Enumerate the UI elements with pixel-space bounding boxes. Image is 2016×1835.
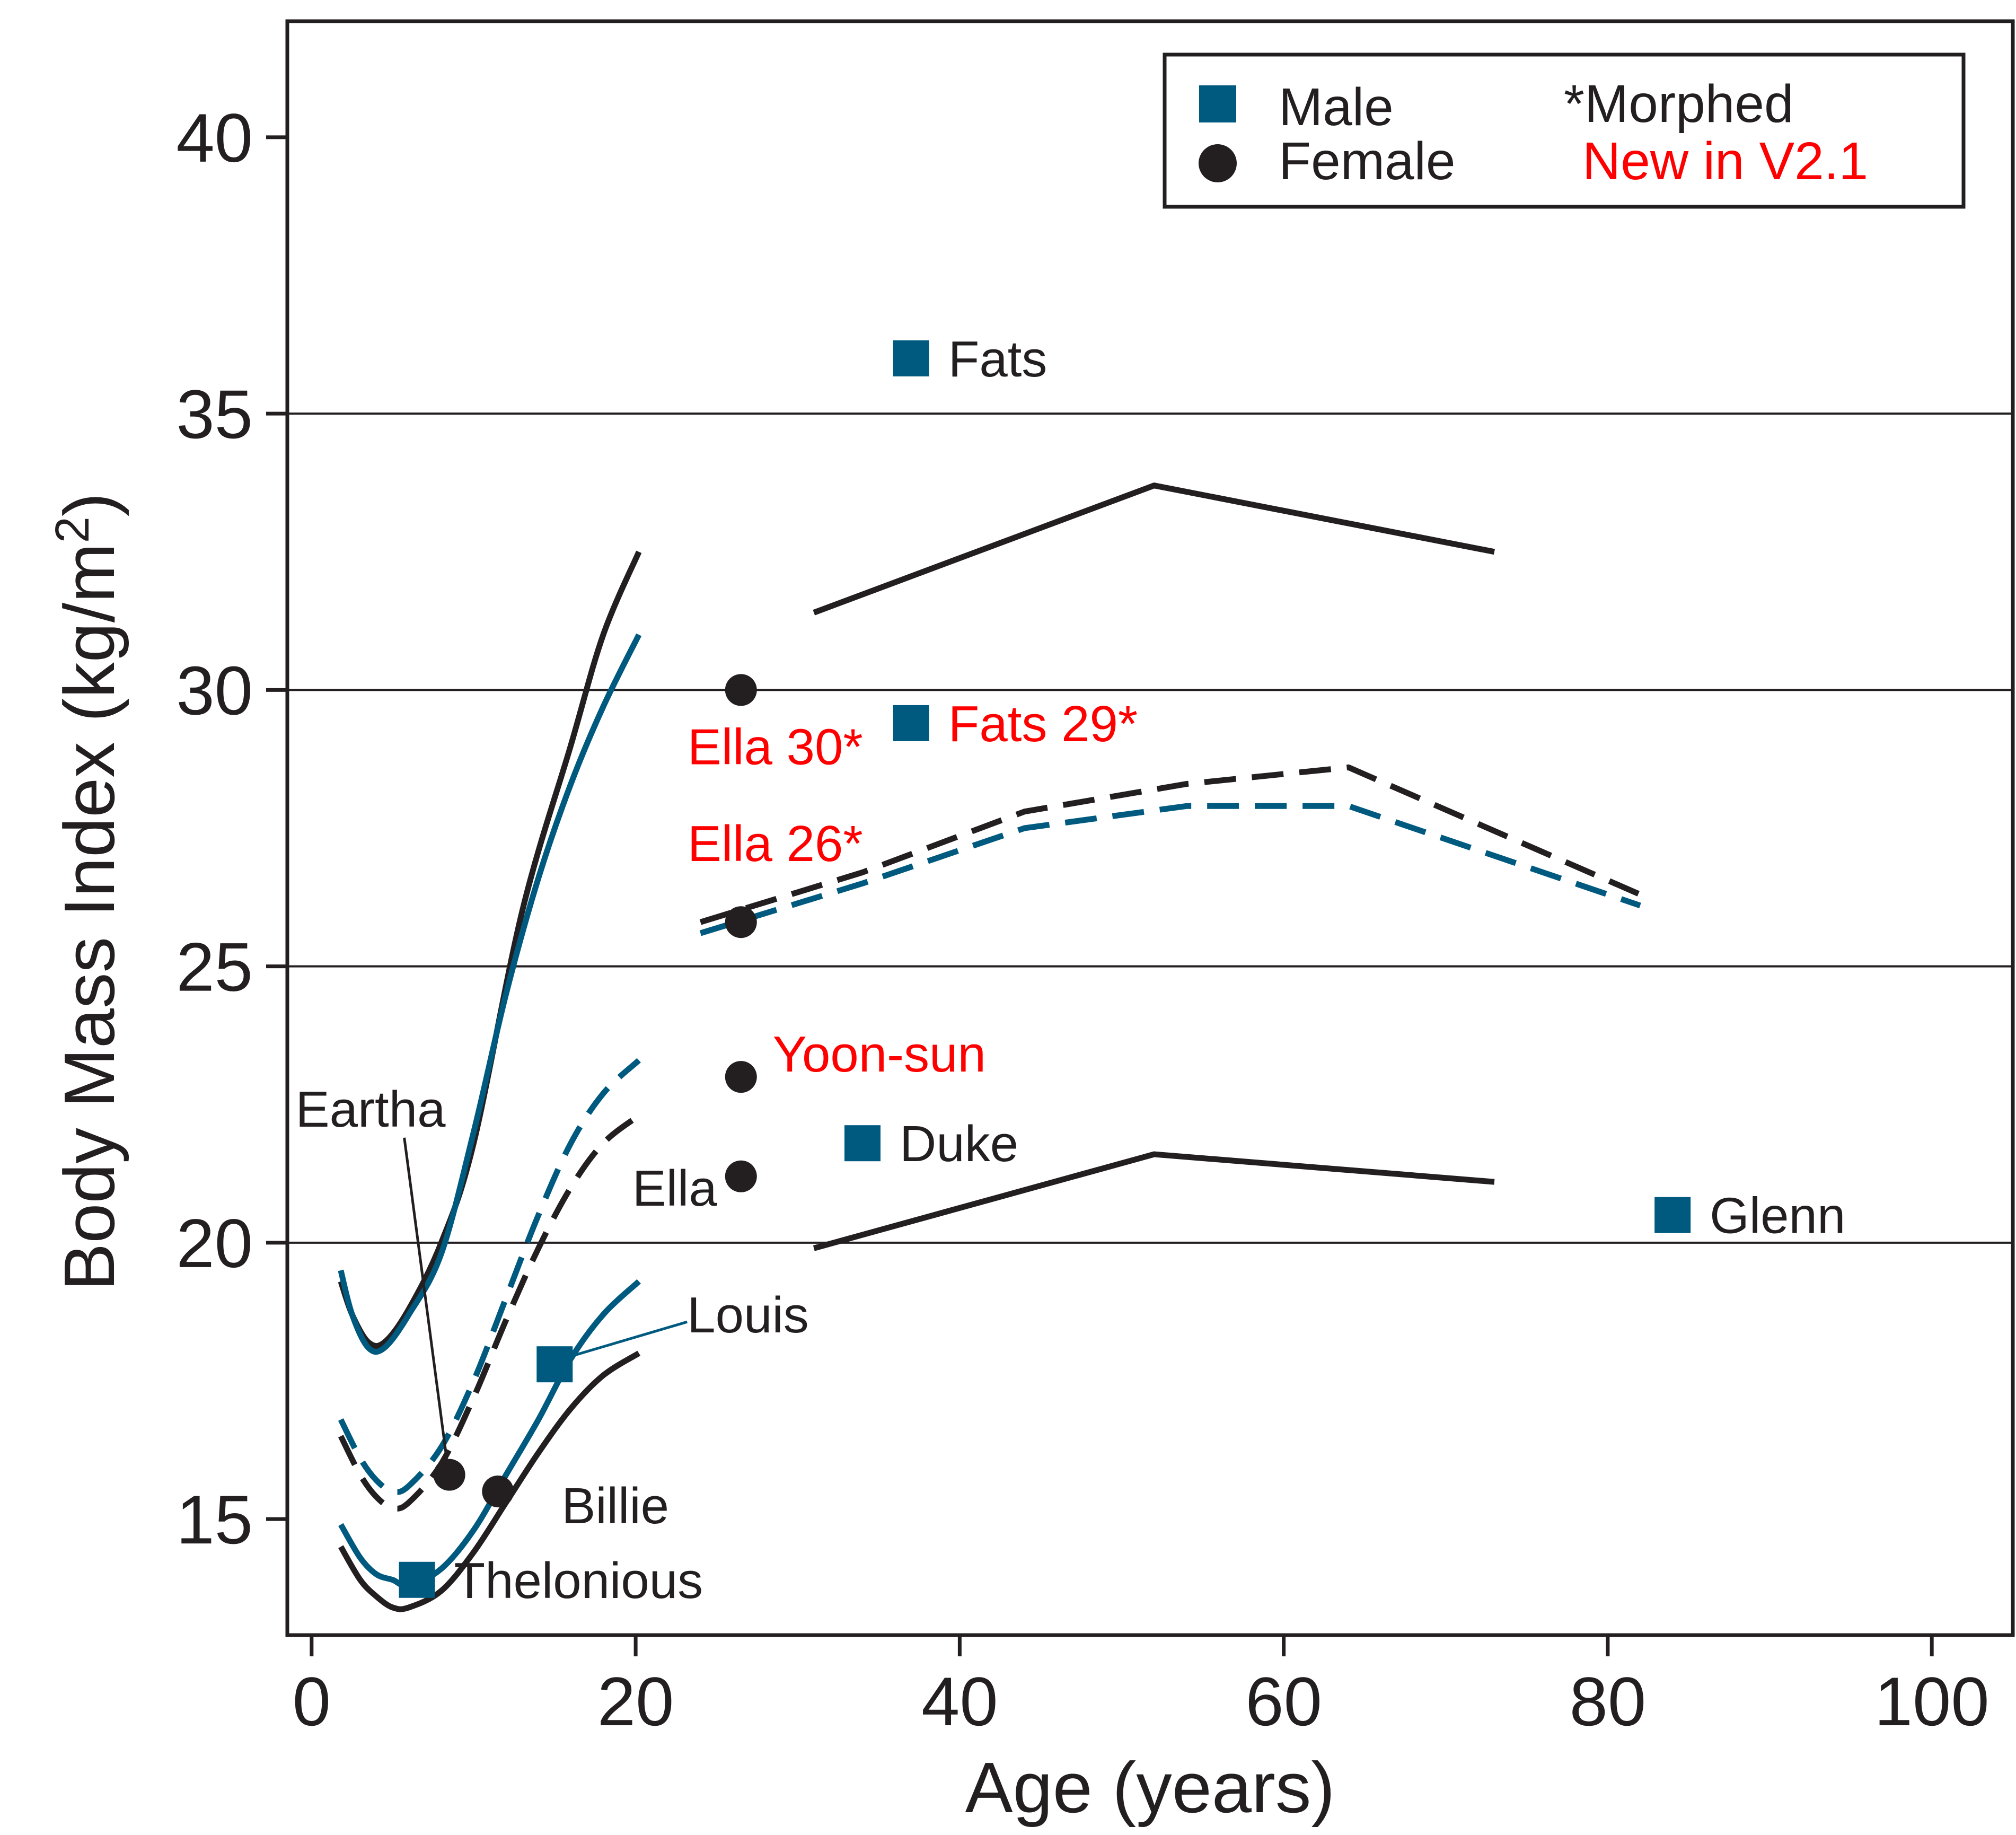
y-axis-title: Body Mass Index (kg/m2) (46, 493, 129, 1291)
label-yoon-sun: Yoon-sun (773, 1026, 986, 1083)
data-points: Fats Fats 29* Ella 30* Ella 26* Yoon-sun Ella… (296, 331, 1846, 1609)
label-fats: Fats (948, 331, 1047, 388)
leader-line-louis (570, 1320, 688, 1358)
x-tick-label-80: 80 (1570, 1663, 1647, 1740)
axes: 0 20 40 60 80 100 15 20 25 30 35 40 (176, 99, 1989, 1740)
legend-new-label: New in V2.1 (1582, 131, 1868, 191)
y-axis-title-end: ) (49, 493, 129, 516)
curve-male-upper (338, 633, 642, 1355)
legend-box (1163, 52, 1966, 209)
point-louis (536, 1346, 573, 1383)
point-billie (482, 1475, 514, 1507)
x-axis-title: Age (years) (965, 1748, 1335, 1828)
x-tick-label-0: 0 (293, 1663, 331, 1740)
point-ella-30 (725, 674, 757, 706)
label-duke: Duke (900, 1116, 1018, 1172)
x-tick-label-100: 100 (1874, 1663, 1989, 1740)
y-axis-title-main: Body Mass Index (kg/m (49, 543, 129, 1291)
point-thelonious (399, 1561, 435, 1598)
gridlines (287, 412, 2013, 1244)
x-tick-label-20: 20 (597, 1663, 674, 1740)
curve-adult-upper (813, 482, 1495, 616)
point-yoon-sun (725, 1061, 757, 1093)
legend: Male Female *Morphed New in V2.1 (1163, 52, 1966, 209)
point-glenn (1654, 1197, 1691, 1233)
y-tick-label-40: 40 (176, 99, 253, 177)
point-ella (725, 1160, 757, 1192)
curve-adult-dashed-female (699, 764, 1642, 925)
point-fats-29 (893, 705, 929, 741)
x-tick-label-40: 40 (921, 1663, 998, 1740)
legend-female-label: Female (1279, 131, 1455, 191)
legend-female-marker (1199, 144, 1237, 182)
legend-male-label: Male (1279, 77, 1394, 137)
leader-line-eartha (403, 1137, 448, 1460)
plot-frame (285, 19, 2015, 1637)
label-ella-30: Ella 30* (688, 718, 863, 775)
label-fats-29: Fats 29* (948, 696, 1138, 752)
y-tick-label-35: 35 (176, 375, 253, 453)
point-eartha (433, 1459, 465, 1491)
label-eartha: Eartha (296, 1081, 446, 1138)
label-louis: Louis (687, 1287, 809, 1344)
y-axis-title-sup: 2 (46, 516, 99, 543)
point-fats (893, 340, 929, 376)
label-ella: Ella (632, 1160, 718, 1217)
y-tick-label-30: 30 (176, 652, 253, 729)
x-tick-label-60: 60 (1245, 1663, 1322, 1740)
y-tick-label-15: 15 (176, 1481, 253, 1558)
curve-male-lower (338, 1279, 641, 1589)
curve-adult-lower (813, 1151, 1495, 1251)
label-ella-26: Ella 26* (688, 815, 863, 872)
y-tick-label-20: 20 (176, 1205, 253, 1282)
curve-adult-dashed-male (699, 803, 1641, 936)
legend-morphed-label: *Morphed (1564, 74, 1794, 134)
curves (338, 482, 1642, 1612)
y-tick-label-25: 25 (176, 928, 253, 1006)
label-glenn: Glenn (1710, 1188, 1845, 1244)
label-billie: Billie (561, 1478, 669, 1534)
label-thelonious: Thelonious (454, 1552, 703, 1609)
curve-female-dashed-child (338, 1113, 641, 1512)
legend-male-marker (1199, 85, 1236, 122)
point-ella-26 (725, 906, 757, 938)
point-duke (844, 1125, 881, 1162)
curve-female-lower (338, 1350, 641, 1612)
curve-male-dashed-child (338, 1058, 641, 1495)
